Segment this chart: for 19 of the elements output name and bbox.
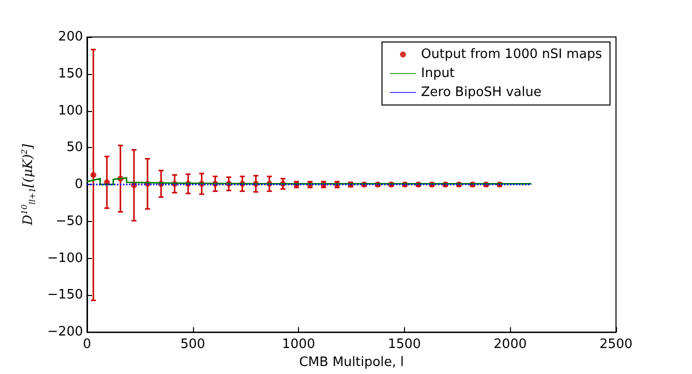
legend-label: Output from 1000 nSI maps	[420, 47, 602, 62]
y-tick-label: 100	[58, 103, 83, 118]
y-axis-title: D10ll+1[(μK)2]	[20, 143, 37, 226]
x-axis-title: CMB Multipole, l	[299, 355, 404, 370]
y-tick-label: −200	[47, 324, 83, 340]
y-tick-label: −50	[56, 214, 83, 229]
y-tick-label: 200	[58, 30, 83, 44]
legend-label: Zero BipoSH value	[420, 85, 542, 100]
y-tick-label: 0	[74, 177, 83, 192]
x-tick-label: 2000	[494, 337, 527, 352]
legend-label: Input	[420, 66, 455, 81]
y-tick-label: −100	[47, 250, 83, 266]
y-tick-label: −150	[47, 288, 83, 303]
x-tick-label: 1000	[282, 337, 316, 352]
y-tick-label: 150	[58, 66, 83, 82]
y-tick-label: 50	[66, 140, 83, 156]
x-tick-label: 500	[180, 337, 206, 352]
x-tick-label: 1500	[388, 337, 421, 352]
x-tick-label: 2500	[599, 337, 633, 352]
